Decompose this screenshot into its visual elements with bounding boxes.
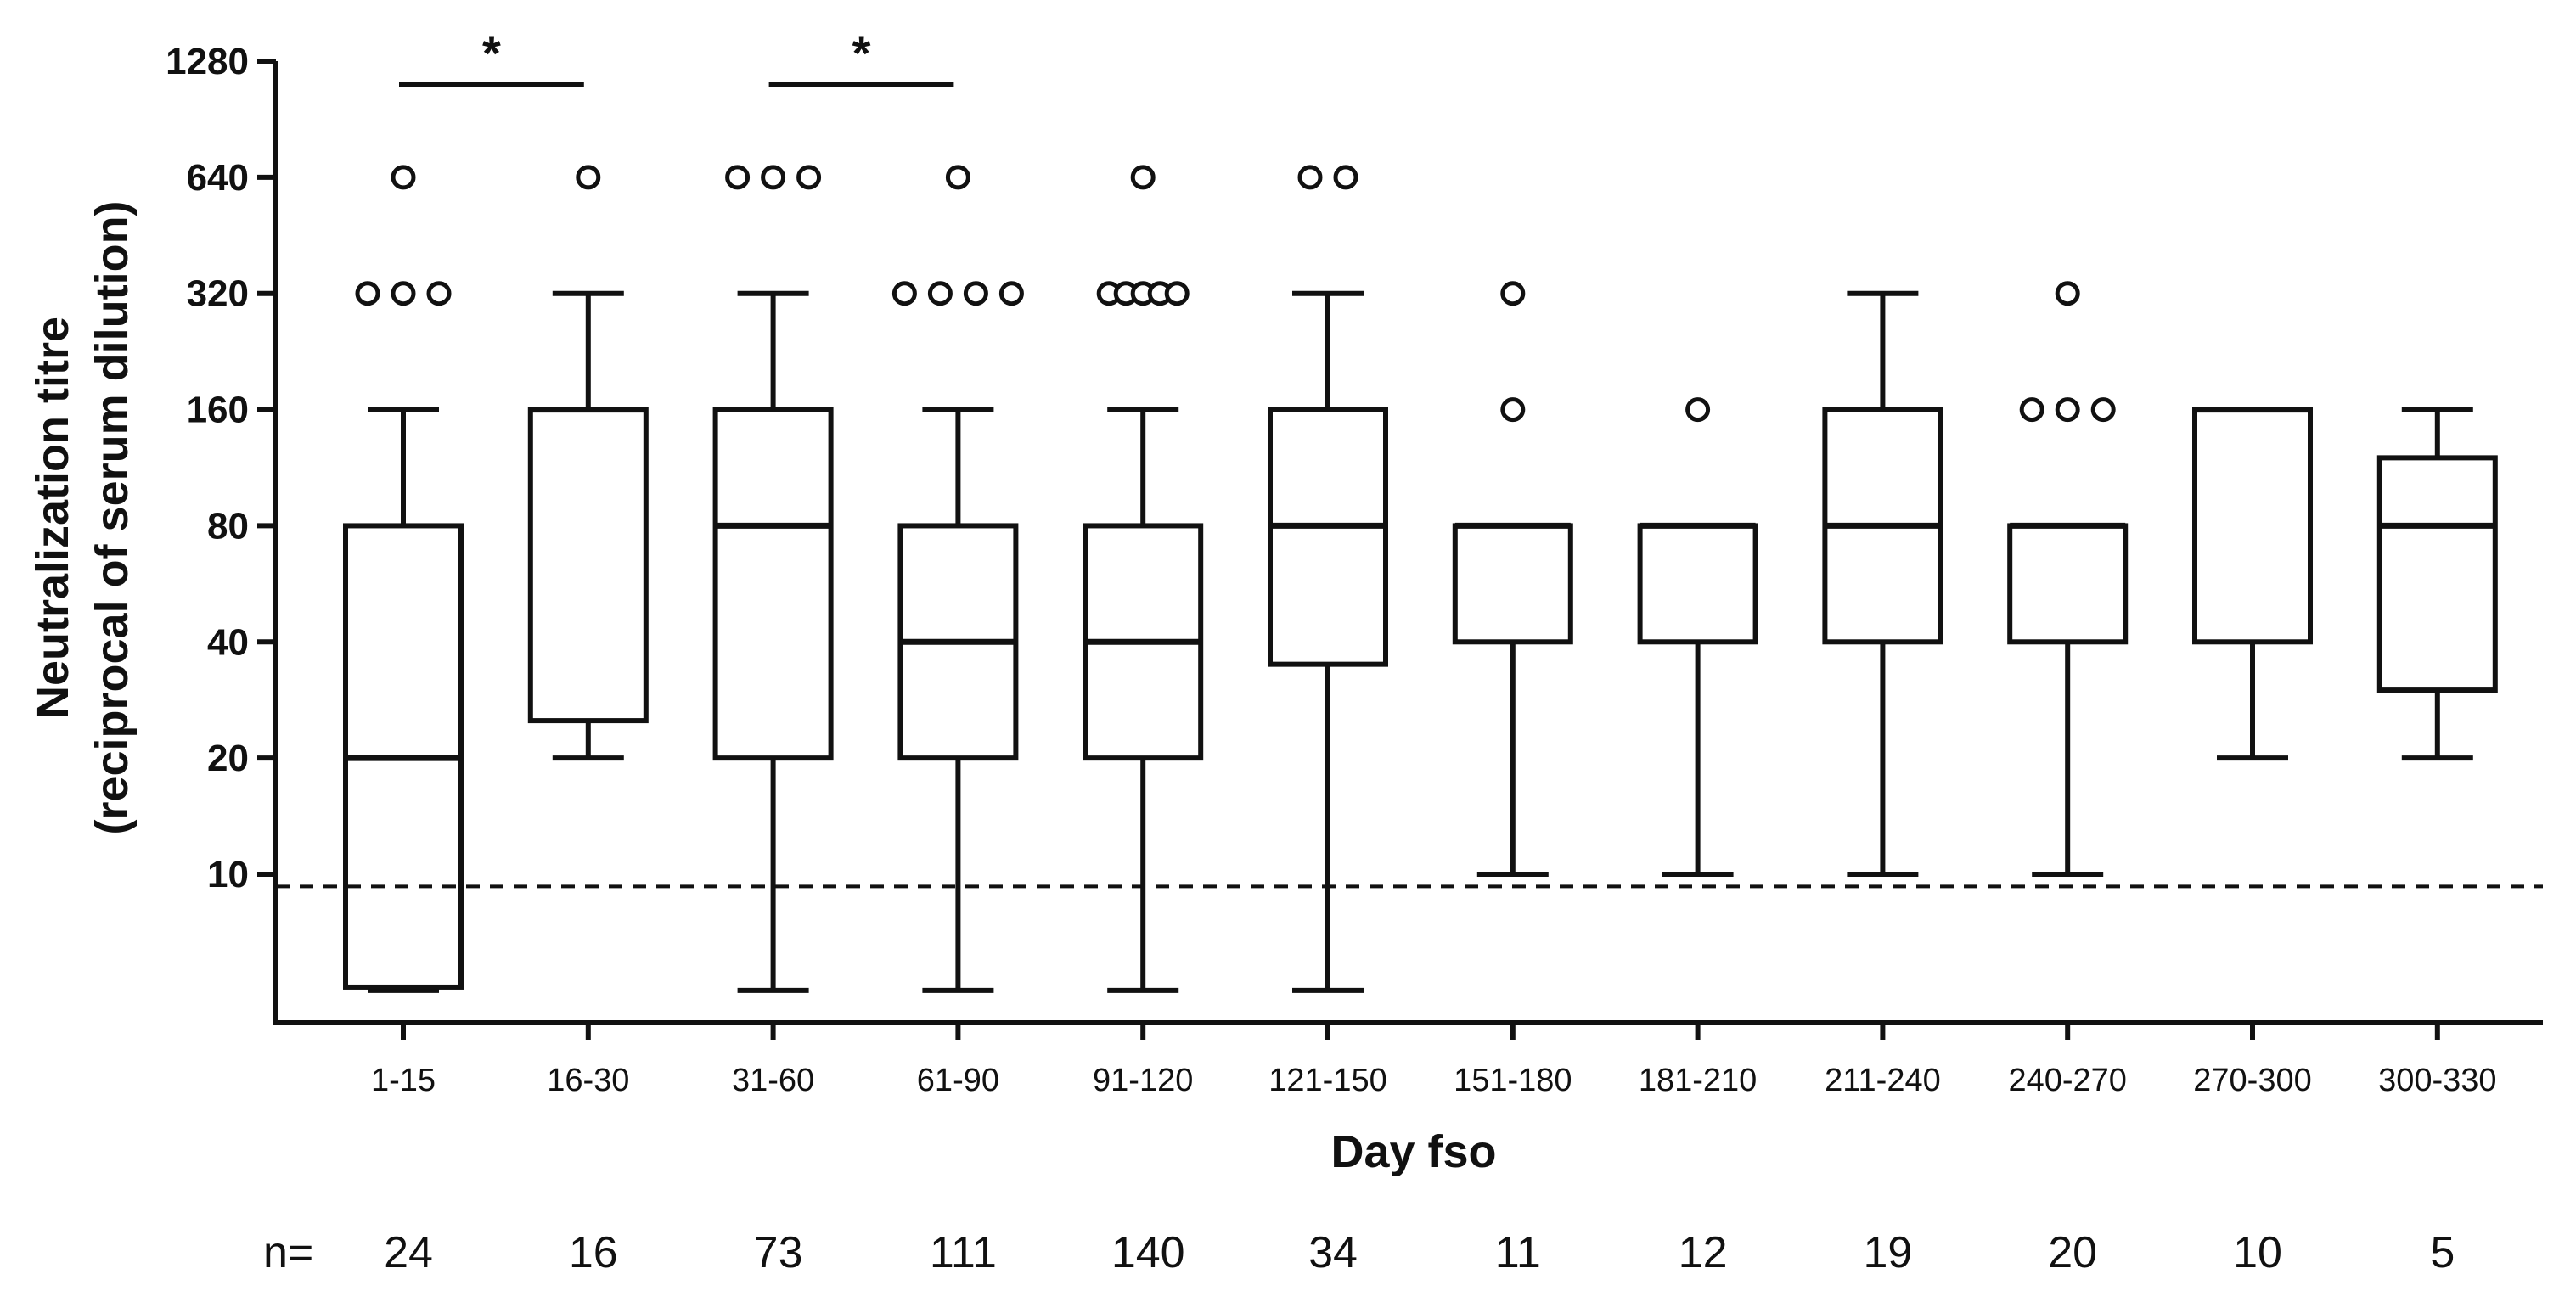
n-count-label: 10 bbox=[2233, 1228, 2282, 1277]
outlier-point bbox=[945, 165, 970, 190]
x-tick-label: 121-150 bbox=[1268, 1063, 1386, 1098]
y-tick-label: 1280 bbox=[166, 41, 249, 82]
outlier-point bbox=[963, 281, 988, 306]
x-tick-label: 300-330 bbox=[2378, 1063, 2496, 1098]
iqr-box bbox=[527, 407, 649, 724]
y-tick-label: 10 bbox=[207, 854, 249, 895]
n-count-label: 20 bbox=[2048, 1228, 2097, 1277]
outlier-point bbox=[1500, 397, 1526, 423]
n-count-label: 11 bbox=[1495, 1228, 1541, 1277]
n-count-label: 140 bbox=[1111, 1228, 1185, 1277]
iqr-box bbox=[1268, 407, 1388, 667]
outlier-point bbox=[2019, 397, 2044, 423]
box-group bbox=[1637, 397, 1758, 877]
x-tick-label: 151-180 bbox=[1454, 1063, 1572, 1098]
iqr-box bbox=[1452, 523, 1573, 645]
outlier-point bbox=[927, 281, 953, 306]
n-count-label: 19 bbox=[1863, 1228, 1912, 1277]
n-count-label: 16 bbox=[569, 1228, 618, 1277]
outlier-point bbox=[761, 165, 786, 190]
x-tick-label: 270-300 bbox=[2193, 1063, 2311, 1098]
y-axis-title: Neutralization titre (reciprocal of seru… bbox=[27, 200, 138, 834]
x-tick-label: 91-120 bbox=[1093, 1063, 1193, 1098]
box-group bbox=[1822, 290, 1943, 877]
y-tick-label: 20 bbox=[207, 738, 249, 779]
n-count-label: 111 bbox=[930, 1228, 997, 1277]
y-tick-label: 40 bbox=[207, 621, 249, 663]
significance-star: * bbox=[852, 26, 871, 80]
box-group bbox=[1083, 165, 1204, 993]
outlier-point bbox=[355, 281, 380, 306]
plot-area: 10 20 40 80 160 320 640 1280 1-15 24 16-30 16 31-60 7… bbox=[166, 26, 2543, 1277]
outlier-point bbox=[391, 281, 416, 306]
x-tick-label: 61-90 bbox=[917, 1063, 999, 1098]
iqr-box bbox=[712, 407, 834, 761]
y-tick-label: 640 bbox=[187, 157, 249, 199]
box-group bbox=[1268, 165, 1388, 993]
box-group bbox=[712, 165, 834, 993]
significance-star: * bbox=[482, 26, 501, 80]
n-prefix-label: n= bbox=[263, 1228, 313, 1277]
outlier-point bbox=[725, 165, 751, 190]
n-count-label: 24 bbox=[384, 1228, 433, 1277]
iqr-box bbox=[2007, 523, 2129, 645]
x-tick-label: 1-15 bbox=[371, 1063, 436, 1098]
box-group bbox=[527, 165, 649, 761]
outlier-point bbox=[998, 281, 1024, 306]
outlier-point bbox=[1333, 165, 1358, 190]
outlier-point bbox=[1297, 165, 1323, 190]
x-axis-title: Day fso bbox=[1330, 1126, 1496, 1177]
n-count-label: 5 bbox=[2430, 1228, 2455, 1277]
outlier-point bbox=[576, 165, 601, 190]
y-tick-label: 80 bbox=[207, 505, 249, 547]
x-tick-label: 181-210 bbox=[1639, 1063, 1757, 1098]
outlier-point bbox=[1164, 281, 1190, 306]
x-tick-label: 16-30 bbox=[547, 1063, 629, 1098]
box-group bbox=[343, 165, 464, 993]
y-tick-label: 160 bbox=[187, 390, 249, 431]
box-group bbox=[2376, 407, 2498, 761]
box-group bbox=[2007, 281, 2129, 877]
outlier-point bbox=[796, 165, 822, 190]
n-count-label: 73 bbox=[754, 1228, 803, 1277]
outlier-point bbox=[2055, 397, 2080, 423]
outlier-point bbox=[1500, 281, 1526, 306]
x-tick-label: 31-60 bbox=[732, 1063, 814, 1098]
outlier-point bbox=[891, 281, 917, 306]
x-tick-label: 211-240 bbox=[1825, 1063, 1941, 1098]
y-tick-label: 320 bbox=[187, 273, 249, 315]
iqr-box bbox=[1637, 523, 1758, 645]
outlier-point bbox=[1130, 165, 1156, 190]
box-group bbox=[891, 165, 1024, 993]
iqr-box bbox=[2192, 407, 2313, 645]
iqr-box bbox=[2376, 455, 2498, 693]
n-count-label: 12 bbox=[1679, 1228, 1728, 1277]
outlier-point bbox=[2090, 397, 2116, 423]
y-axis-title-line1: Neutralization titre bbox=[27, 317, 78, 719]
outlier-point bbox=[1685, 397, 1711, 423]
outlier-point bbox=[391, 165, 416, 190]
outlier-point bbox=[426, 281, 452, 306]
x-tick-label: 240-270 bbox=[2008, 1063, 2126, 1098]
box-group bbox=[1452, 281, 1573, 877]
n-count-label: 34 bbox=[1308, 1228, 1358, 1277]
box-group bbox=[2192, 407, 2313, 761]
y-axis-title-line2: (reciprocal of serum dilution) bbox=[87, 200, 138, 834]
outlier-point bbox=[2055, 281, 2080, 306]
